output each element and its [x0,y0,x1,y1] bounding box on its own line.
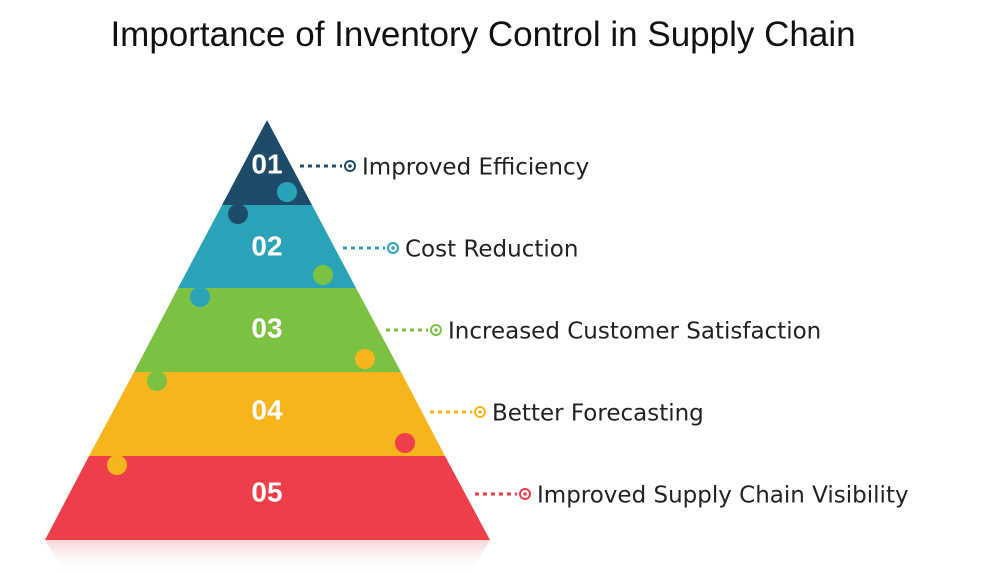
level-label: Improved Efficiency [362,155,589,181]
puzzle-knob [395,433,415,453]
puzzle-knob [147,371,167,391]
connector-dot-inner [523,492,527,496]
layer-5 [45,456,490,540]
pyramid [45,120,490,540]
level-number: 02 [251,230,282,261]
level-number: 05 [251,476,282,507]
level-label: Better Forecasting [492,401,704,427]
connector-dot-inner [348,164,352,168]
layer-3 [134,288,401,372]
connector-dot-inner [478,410,482,414]
puzzle-knob [107,455,127,475]
connector-dot-inner [391,246,395,250]
puzzle-knob [277,182,297,202]
title: Importance of Inventory Control in Suppl… [110,15,855,54]
puzzle-knob [355,349,375,369]
reflection [45,540,490,573]
level-label: Improved Supply Chain Visibility [537,483,909,509]
level-number: 04 [251,394,283,425]
level-number: 03 [251,312,282,343]
layer-2 [178,205,356,288]
puzzle-knob [228,204,248,224]
connector-dot-inner [434,328,438,332]
level-label: Increased Customer Satisfaction [448,319,821,345]
puzzle-knob [190,287,210,307]
layer-4 [89,372,445,456]
level-number: 01 [251,148,282,179]
puzzle-knob [313,265,333,285]
level-label: Cost Reduction [405,237,578,263]
